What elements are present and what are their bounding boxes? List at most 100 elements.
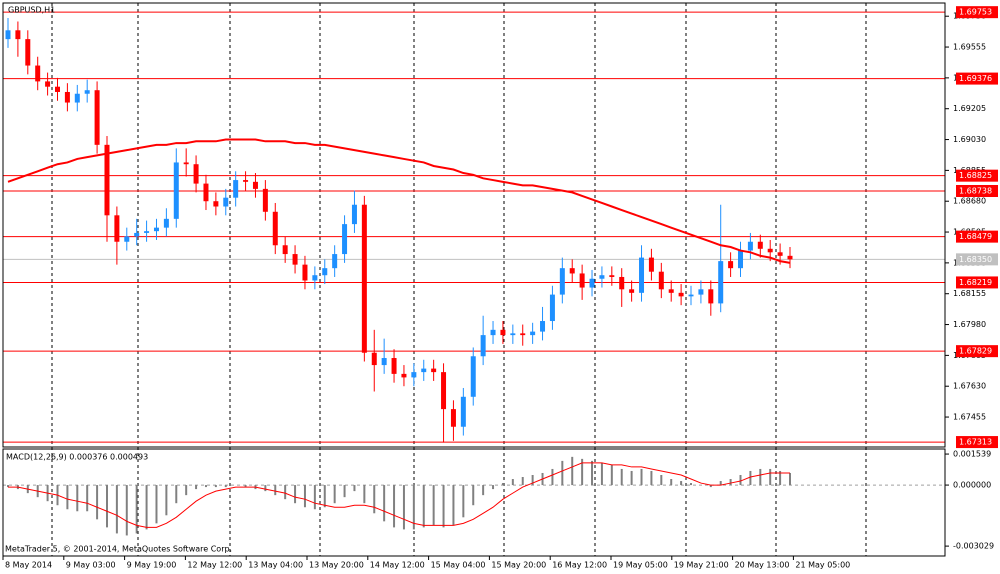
candle-body [718,261,724,304]
copyright: MetaTrader 5, © 2001-2014, MetaQuotes So… [5,545,232,554]
level-label-box [956,184,998,197]
level-label: 1.68219 [959,278,992,287]
candle-body [460,396,466,427]
candle-body [203,183,209,202]
candle-body [64,91,70,103]
x-tick-label: 21 May 05:00 [795,561,850,570]
candle-body [401,373,407,378]
candle-body [688,294,694,297]
candle-body [569,268,575,274]
candle-body [45,81,51,87]
level-label-box [956,72,998,85]
candle-body [193,164,199,184]
vertical-separators [51,3,867,556]
candle-body [441,372,447,410]
candle-body [738,250,744,269]
level-label: 1.68825 [959,171,992,180]
x-tick-label: 15 May 20:00 [491,561,546,570]
candle-body [599,275,605,279]
candle-body [351,204,357,225]
x-tick-label: 13 May 04:00 [248,561,303,570]
candle-body [639,257,645,293]
candle-body [104,144,110,216]
candle-body [589,278,595,288]
candle-body [391,358,397,374]
candle-body [787,255,793,260]
plot-layer: 1.674551.676301.678051.679801.681551.683… [2,6,998,570]
candle-body [163,218,169,228]
candle-body [74,93,80,103]
candle-body [35,65,41,82]
chart-title: GBPUSD,H1 [8,6,55,15]
candle-body [530,331,536,336]
macd-y-tick-label: 0.001539 [953,450,991,459]
y-tick-label: 1.67630 [953,382,986,391]
candle-body [728,261,734,269]
candle-body [767,248,773,253]
candle-body [262,188,268,212]
candle-body [223,197,229,207]
level-label-box [956,436,998,449]
candle-body [94,90,100,145]
level-label: 1.68479 [959,232,992,241]
candle-body [381,358,387,366]
candle-body [777,252,783,256]
candle-body [233,180,239,198]
x-tick-label: 8 May 2014 [5,561,52,570]
candle-body [549,294,555,322]
candle-body [648,257,654,272]
candle-body [678,292,684,297]
candle-body [708,289,714,304]
candle-body [361,204,367,353]
y-tick-label: 1.68680 [953,197,986,206]
candle-body [629,289,635,293]
level-label: 1.67829 [959,347,992,356]
candle-body [510,333,516,336]
level-label-box [956,276,998,289]
candle-body [658,271,664,290]
candle-body [312,275,318,281]
candle-body [490,329,496,336]
candle-body [421,368,427,373]
main-panel-border [2,2,946,448]
x-tick-label: 12 May 12:00 [187,561,242,570]
y-tick-label: 1.69030 [953,135,986,144]
candle-body [272,211,278,246]
candle-body [332,254,338,269]
level-label: 1.69376 [959,74,992,83]
x-tick-label: 19 May 21:00 [674,561,729,570]
candle-body [282,245,288,255]
candle-body [134,232,140,237]
candle-body [5,30,11,40]
level-label-box [956,230,998,243]
candle-body [757,241,763,249]
candle-body [213,201,219,207]
x-tick-label: 19 May 05:00 [613,561,668,570]
candle-body [54,86,60,92]
candle-body [322,268,328,276]
candle-body [371,352,377,366]
level-label-box [956,6,998,19]
candle-body [470,356,476,397]
macd-panel-border [2,448,946,557]
candle-body [668,289,674,293]
x-tick-label: 16 May 12:00 [552,561,607,570]
candle-body [559,268,565,295]
current-price-box [956,253,998,266]
candle-body [84,90,90,94]
level-label: 1.69753 [959,8,992,17]
macd-y-tick-label: 0.000000 [953,481,991,490]
candle-body [747,241,753,251]
candle-body [609,275,615,277]
moving-average [7,138,791,264]
candle-body [25,39,31,66]
y-tick-label: 1.69205 [953,104,986,113]
x-tick-label: 15 May 04:00 [431,561,486,570]
candle-body [15,30,21,40]
macd-y-tick-label: -0.003029 [953,542,994,551]
x-tick-label: 20 May 13:00 [735,561,790,570]
candle-body [173,162,179,219]
candle-body [243,180,249,182]
